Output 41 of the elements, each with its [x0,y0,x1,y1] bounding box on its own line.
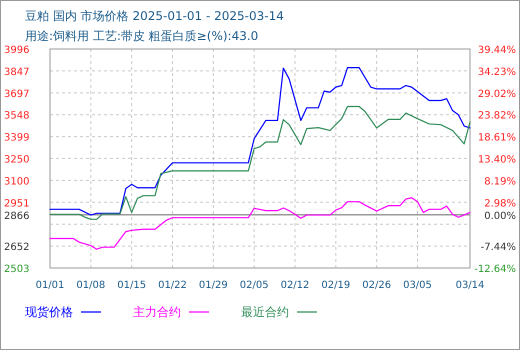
y2-tick-label: -12.64% [474,264,516,275]
line-series [49,106,471,220]
y2-tick-label: 23.82% [478,110,516,122]
legend-label: 主力合约 [133,305,181,319]
x-tick-label: 01/29 [198,280,228,291]
x-tick-label: 03/14 [456,280,484,291]
y-tick-label: 2866 [4,210,30,222]
y2-tick-label: 13.40% [478,154,516,166]
x-tick-label: 01/22 [158,280,187,291]
y2-tick-label: 29.02% [478,88,516,100]
x-tick-label: 01/15 [117,280,146,291]
x-tick-label: 02/05 [240,280,269,291]
x-tick-label: 02/19 [321,280,350,291]
y-tick-label: 3250 [4,154,30,166]
y2-tick-label: 8.19% [484,176,516,188]
chart-subtitle: 用途:饲料用 工艺:带皮 粗蛋白质≥(%):43.0 [25,29,258,43]
x-tick-label: 02/26 [362,280,392,291]
legend-label: 现货价格 [25,305,73,319]
y2-tick-label: 18.61% [478,132,516,144]
x-tick-label: 03/05 [403,280,432,291]
y-tick-label: 3996 [4,45,30,56]
x-tick-label: 01/08 [76,280,106,291]
legend-label: 最近合约 [241,305,289,319]
y-tick-label: 3847 [4,66,30,78]
y-tick-label: 2951 [4,198,30,210]
y-tick-label: 3697 [4,88,30,100]
x-tick-label: 02/12 [280,280,310,291]
y2-tick-label: 2.98% [484,198,516,210]
y2-tick-label: 34.23% [478,66,516,78]
y-tick-label: 2503 [4,264,30,275]
y2-tick-label: 39.44% [478,45,516,56]
line-series [49,67,471,216]
y2-tick-label: 0.00% [484,210,516,222]
chart-title: 豆粕 国内 市场价格 2025-01-01 - 2025-03-14 [25,9,284,23]
y2-tick-label: -7.44% [480,242,516,254]
y-tick-label: 3399 [4,132,30,144]
line-series [49,197,471,250]
y-tick-label: 3100 [4,176,30,188]
y-tick-label: 2652 [4,242,30,254]
y-tick-label: 3548 [4,110,30,122]
x-tick-label: 01/01 [36,280,64,291]
